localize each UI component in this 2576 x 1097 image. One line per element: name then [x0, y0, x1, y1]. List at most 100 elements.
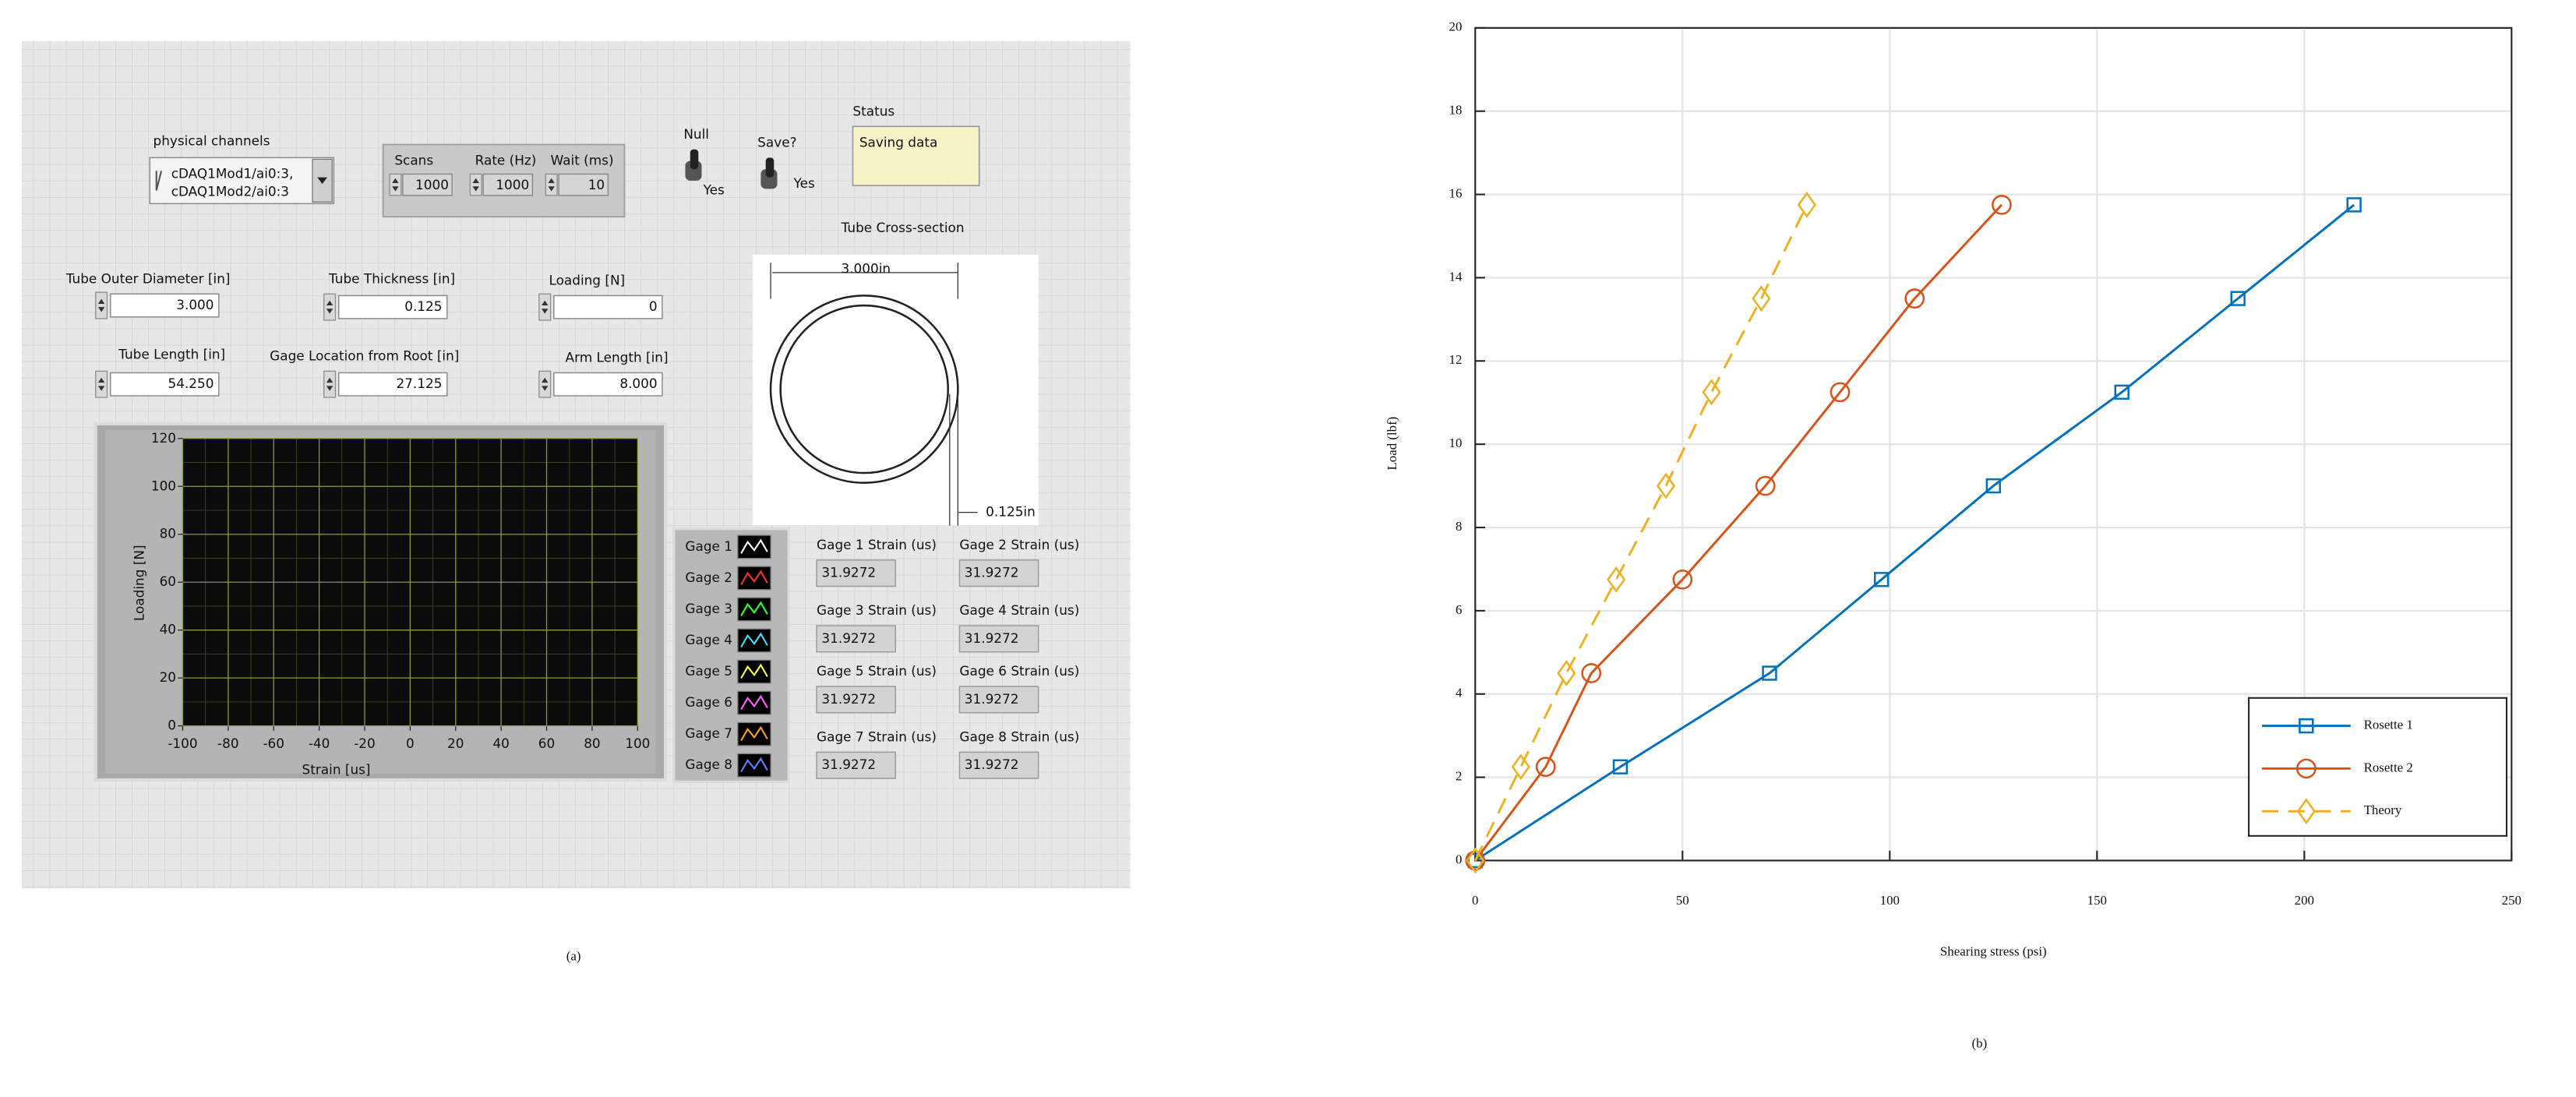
- data-point: [1557, 660, 1576, 686]
- spinner[interactable]: [323, 293, 337, 321]
- data-point: [1985, 478, 2001, 494]
- spinner[interactable]: [469, 173, 482, 196]
- label: Gage 7 Strain (us): [817, 728, 937, 744]
- caption: (a): [566, 949, 581, 964]
- data-point: [1755, 475, 1776, 496]
- numeric-input[interactable]: [553, 295, 663, 319]
- data-point: [1672, 569, 1693, 590]
- toggle-lever[interactable]: [690, 149, 699, 170]
- dimension: 3.000in: [841, 261, 891, 277]
- cross-section-image: [752, 254, 1039, 526]
- x-tick-label: -60: [263, 735, 284, 751]
- x-tick-label: 40: [492, 735, 509, 751]
- label: Status: [852, 103, 895, 118]
- data-point: [1466, 847, 1485, 874]
- plot-icon[interactable]: [737, 628, 771, 653]
- spinner-arrows: [542, 300, 549, 314]
- legend-label: Rosette 2: [2364, 760, 2413, 774]
- label: Loading [N]: [549, 272, 625, 287]
- data-point: [1830, 382, 1851, 403]
- gage-name: Gage 1: [685, 538, 732, 554]
- numeric-input[interactable]: [109, 293, 220, 318]
- plot-icon[interactable]: [737, 753, 771, 778]
- legend-label: Theory: [2364, 802, 2402, 817]
- x-tick-label: 250: [2502, 893, 2521, 908]
- legend-box: [2248, 697, 2508, 837]
- plot-icon[interactable]: [737, 534, 771, 559]
- gage-name: Gage 8: [685, 757, 732, 772]
- x-tick-label: 100: [1880, 893, 1900, 908]
- data-point: [2114, 384, 2130, 400]
- plot-legend: [672, 527, 790, 783]
- y-tick-label: 12: [1449, 352, 1463, 367]
- x-tick-label: -100: [168, 735, 197, 751]
- data-point: [1467, 852, 1483, 869]
- spinner[interactable]: [323, 370, 337, 398]
- y-tick-label: 100: [151, 478, 176, 493]
- plot-icon[interactable]: [737, 597, 771, 622]
- numeric-value: 0: [649, 298, 658, 314]
- label: Gage 3 Strain (us): [817, 602, 937, 618]
- spinner-arrows: [542, 377, 549, 391]
- channel-combo[interactable]: [149, 157, 335, 205]
- data-point: [1581, 663, 1602, 683]
- spinner[interactable]: [538, 370, 552, 398]
- plot-icon[interactable]: [737, 690, 771, 715]
- indicator-box: [958, 625, 1039, 653]
- label: Tube Outer Diameter [in]: [65, 270, 231, 286]
- spinner-arrows: [326, 300, 333, 314]
- label: Gage 6 Strain (us): [959, 663, 1079, 679]
- dimension-lines: [770, 263, 978, 526]
- y-tick-label: 8: [1456, 519, 1462, 534]
- plot-icon[interactable]: [737, 659, 771, 684]
- y-tick-label: 80: [160, 526, 176, 541]
- y-tick-label: 20: [1449, 19, 1463, 34]
- data-point: [1873, 572, 1890, 587]
- y-tick-label: 2: [1456, 768, 1462, 783]
- numeric-box[interactable]: [558, 173, 609, 196]
- y-tick-label: 6: [1456, 602, 1462, 617]
- numeric-box[interactable]: [402, 173, 453, 196]
- spinner[interactable]: [538, 293, 552, 321]
- label: Tube Length [in]: [118, 346, 225, 362]
- numeric-box[interactable]: [482, 173, 534, 196]
- plot-icon[interactable]: [737, 721, 771, 746]
- numeric-input[interactable]: [553, 372, 663, 397]
- numeric-input[interactable]: [109, 372, 220, 397]
- numeric-input[interactable]: [337, 372, 448, 397]
- y-tick-label: 60: [160, 573, 176, 589]
- numeric-value: 0.125: [404, 298, 442, 314]
- toggle-lever[interactable]: [765, 157, 775, 178]
- indicator-value: 31.9272: [965, 630, 1019, 646]
- series-line: [1473, 204, 1808, 862]
- status-value: Saving data: [859, 134, 937, 150]
- spinner-arrows: [472, 178, 479, 192]
- x-axis-label: Strain [us]: [302, 762, 371, 778]
- data-point: [2346, 197, 2362, 213]
- label: Tube Cross-section: [841, 220, 965, 235]
- legend-marker: [2296, 798, 2316, 825]
- switch-state: Yes: [703, 182, 725, 198]
- indicator-box: [816, 625, 896, 653]
- spinner-arrows: [97, 298, 105, 312]
- numeric-input[interactable]: [337, 295, 448, 319]
- gage-name: Gage 2: [685, 570, 732, 585]
- plot-icon-line: [740, 538, 768, 554]
- spinner[interactable]: [545, 173, 558, 196]
- indicator-value: 31.9272: [821, 691, 876, 707]
- plot-icon[interactable]: [737, 566, 771, 591]
- indicator-value: 31.9272: [821, 630, 876, 646]
- indicator-value: 31.9272: [821, 565, 876, 580]
- tube-outer: [769, 295, 959, 484]
- data-point: [1992, 195, 2012, 215]
- data-point: [1607, 566, 1626, 593]
- x-tick-label: 100: [625, 735, 650, 751]
- indicator-box: [958, 686, 1039, 714]
- spinner[interactable]: [95, 291, 108, 319]
- plot-icon-line: [740, 570, 768, 585]
- spinner[interactable]: [95, 370, 108, 398]
- spinner[interactable]: [389, 173, 402, 196]
- y-tick-label: 40: [160, 622, 176, 637]
- channel-line: cDAQ1Mod1/ai0:3,: [171, 165, 294, 181]
